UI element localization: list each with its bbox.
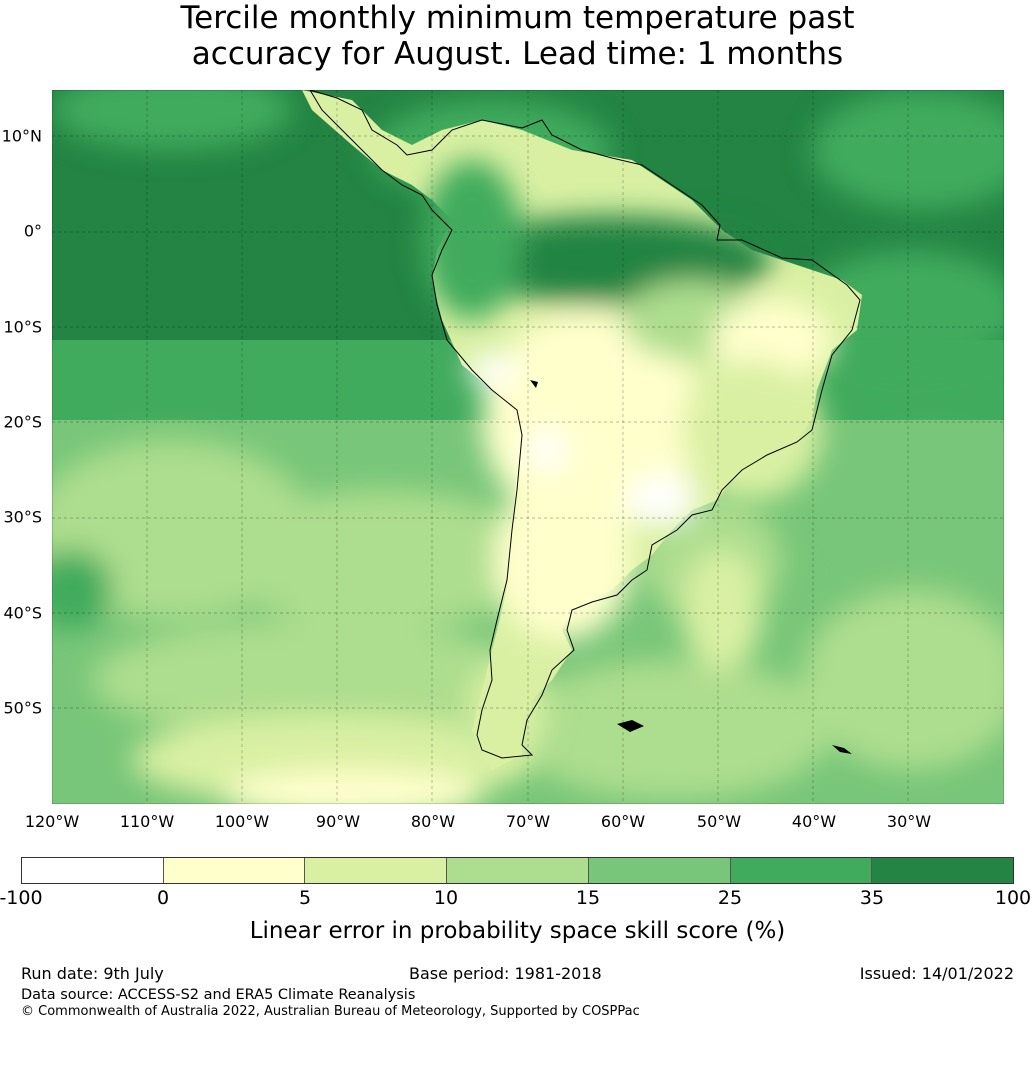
falkland-islands [617,720,644,732]
colorbar-segment [163,858,306,883]
base-period: Base period: 1981-2018 [409,964,602,983]
title-line-2: accuracy for August. Lead time: 1 months [191,36,844,72]
colorbar-segment [447,858,589,883]
land-skill-field [422,160,832,760]
lon-label-90w: 90°W [315,812,361,831]
coastline [309,90,861,759]
lat-label-10n: 10°N [1,126,42,146]
lat-label-50s: 50°S [3,698,42,718]
graticule [52,90,1004,804]
colorbar-tick: 15 [575,887,601,909]
lon-label-100w: 100°W [214,812,270,831]
lat-label-40s: 40°S [3,603,42,623]
colorbar-segment [872,858,1014,883]
colorbar-tick: 10 [433,887,459,909]
lon-label-50w: 50°W [696,812,742,831]
issued-date: Issued: 14/01/2022 [859,964,1014,983]
lon-label-80w: 80°W [410,812,456,831]
lat-label-30s: 30°S [3,507,42,527]
map-panel [51,89,1005,805]
lon-label-40w: 40°W [791,812,837,831]
colorbar-tick: 25 [717,887,743,909]
colorbar-segment [22,858,164,883]
copyright: © Commonwealth of Australia 2022, Austra… [21,1004,640,1019]
colorbar-segment [730,858,873,883]
lon-label-30w: 30°W [886,812,932,831]
lon-label-60w: 60°W [600,812,646,831]
data-source: Data source: ACCESS-S2 and ERA5 Climate … [21,987,416,1003]
lake-titicaca [530,380,538,388]
run-date: Run date: 9th July [21,964,164,983]
skill-score-map [51,89,1005,805]
colorbar-segment [588,858,731,883]
colorbar-tick: 100 [994,887,1032,909]
map-title: Tercile monthly minimum temperature past… [0,0,1035,72]
colorbar [21,857,1014,884]
colorbar-tick: 0 [156,887,170,909]
colorbar-tick: -100 [0,887,43,909]
colorbar-tick: 35 [859,887,885,909]
lat-label-20s: 20°S [3,412,42,432]
colorbar-segment [305,858,448,883]
lon-label-110w: 110°W [119,812,175,831]
colorbar-label: Linear error in probability space skill … [249,918,786,944]
lon-label-70w: 70°W [505,812,551,831]
colorbar-tick: 5 [298,887,312,909]
lat-label-0: 0° [23,221,42,241]
lon-label-120w: 120°W [24,812,80,831]
lat-label-10s: 10°S [3,317,42,337]
south-georgia [832,745,852,754]
skill-field [52,90,1004,804]
title-line-1: Tercile monthly minimum temperature past [180,0,855,36]
